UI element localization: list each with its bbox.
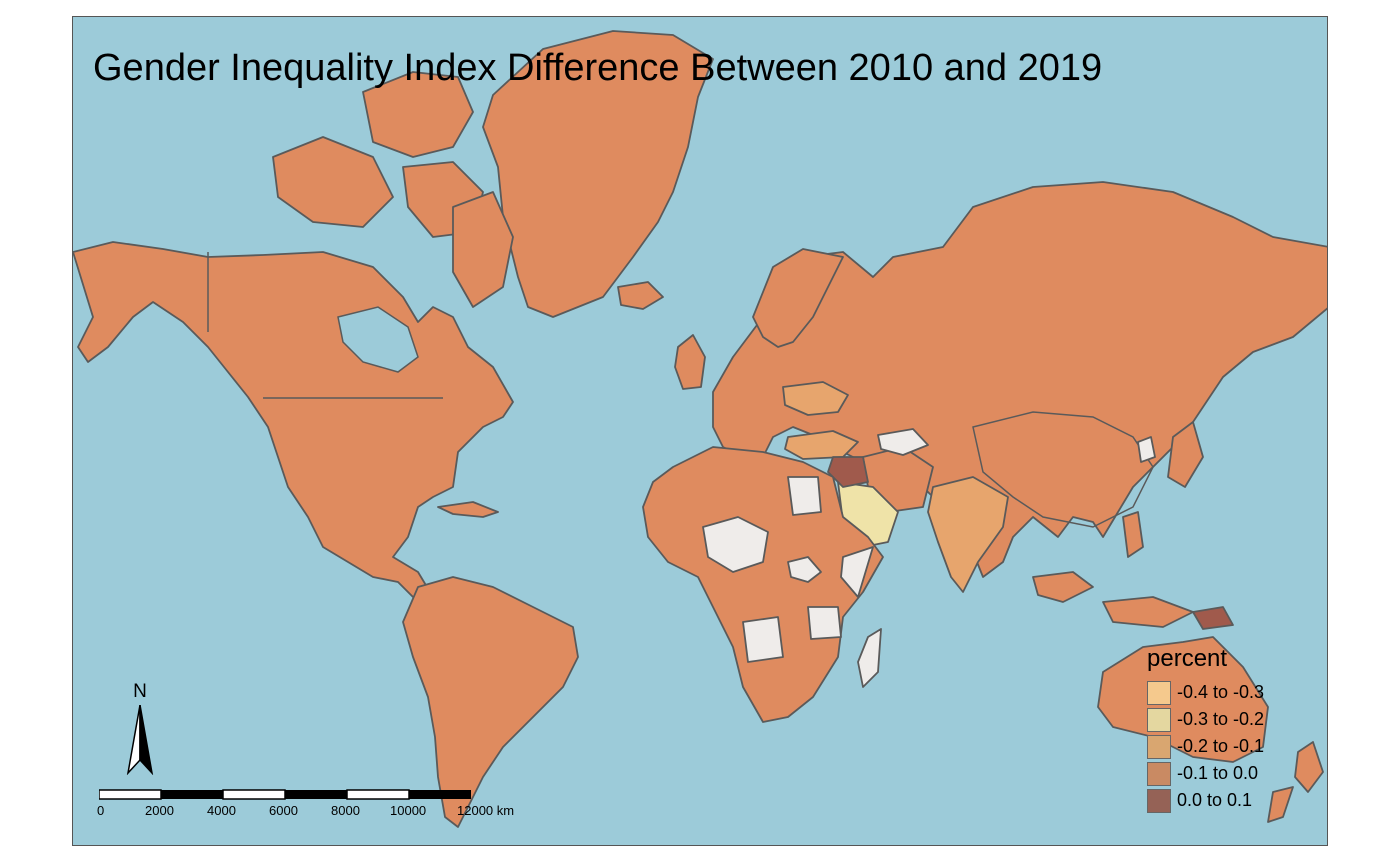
map-title: Gender Inequality Index Difference Betwe… <box>93 47 1103 89</box>
legend-label: -0.1 to 0.0 <box>1177 763 1259 783</box>
australia <box>1097 636 1269 763</box>
new-zealand <box>1267 786 1294 823</box>
india <box>927 476 1009 593</box>
legend-label: 0.0 to 0.1 <box>1177 790 1253 810</box>
scale-tick: 0 <box>97 803 105 818</box>
no-data-somalia <box>840 546 874 598</box>
no-data-angola <box>742 616 784 663</box>
scale-bar-graphic <box>99 789 471 800</box>
scale-tick: 10000 <box>390 803 427 818</box>
legend-label: -0.4 to -0.3 <box>1177 682 1265 702</box>
legend-item: -0.4 to -0.3 <box>1147 679 1317 706</box>
legend-label: -0.2 to -0.1 <box>1177 736 1265 756</box>
indonesia <box>1032 571 1094 603</box>
legend-item: -0.3 to -0.2 <box>1147 706 1317 733</box>
legend-item: 0.0 to 0.1 <box>1147 787 1317 814</box>
legend-item: -0.1 to 0.0 <box>1147 760 1317 787</box>
no-data-tanzania <box>807 606 842 640</box>
scandinavia <box>752 248 844 348</box>
north-korea <box>1137 436 1156 463</box>
new-zealand <box>1294 741 1324 793</box>
south-america <box>402 576 579 828</box>
china <box>972 411 1154 528</box>
madagascar <box>857 628 882 688</box>
scale-tick: 4000 <box>207 803 236 818</box>
scale-tick: 6000 <box>269 803 298 818</box>
ukraine <box>782 381 849 416</box>
scale-bar: 0 2000 4000 6000 8000 10000 12000 km <box>97 789 537 829</box>
north-arrow: N <box>125 681 155 775</box>
no-data-caspian <box>877 428 929 456</box>
north-arrow-icon <box>126 705 154 775</box>
legend-swatch <box>1147 761 1171 786</box>
arctic-islands <box>272 136 394 228</box>
africa <box>642 446 884 723</box>
legend-swatch <box>1147 788 1171 813</box>
world-map <box>73 17 1327 845</box>
hudson-bay <box>337 306 419 373</box>
no-data-central <box>787 556 822 583</box>
legend-label: -0.3 to -0.2 <box>1177 709 1265 729</box>
japan <box>1167 421 1204 488</box>
legend-swatch <box>1147 734 1171 759</box>
no-data-libya <box>787 476 822 516</box>
legend-swatch <box>1147 680 1171 705</box>
no-data-sahel <box>702 516 769 573</box>
baffin-island <box>452 191 514 308</box>
indonesia <box>1102 596 1194 628</box>
cuba <box>437 501 499 518</box>
scale-tick: 8000 <box>331 803 360 818</box>
legend-swatch <box>1147 707 1171 732</box>
united-kingdom <box>674 334 706 390</box>
legend: percent -0.4 to -0.3 -0.3 to -0.2 -0.2 t… <box>1147 645 1317 814</box>
philippines <box>1122 511 1144 558</box>
map-frame: Gender Inequality Index Difference Betwe… <box>72 16 1328 846</box>
arctic-islands <box>362 71 474 158</box>
scale-tick: 2000 <box>145 803 174 818</box>
north-label: N <box>133 681 147 702</box>
greenland <box>482 30 714 318</box>
iceland <box>617 281 664 310</box>
scale-tick: 12000 km <box>457 803 515 818</box>
legend-title: percent <box>1147 645 1228 672</box>
papua-new-guinea <box>1192 606 1234 630</box>
iraq <box>827 456 869 488</box>
legend-item: -0.2 to -0.1 <box>1147 733 1317 760</box>
